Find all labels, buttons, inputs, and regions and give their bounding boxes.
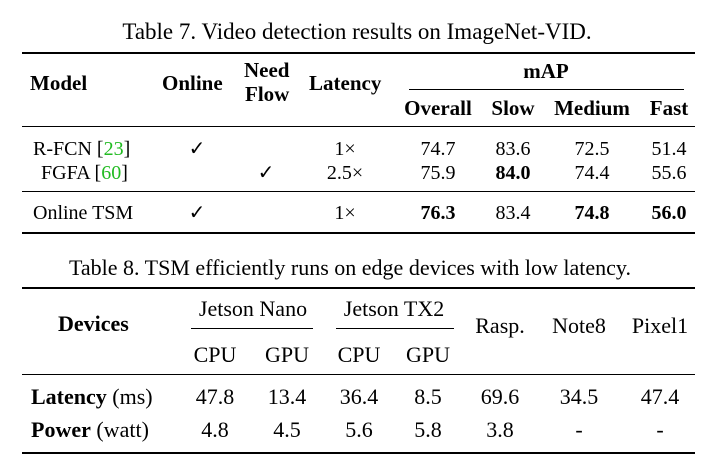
table7-row-slow: 83.6 [495, 138, 531, 160]
table8-row-label: Latency (ms) [31, 384, 153, 409]
table7-row-overall: 76.3 [420, 202, 456, 224]
table7-row-latency: 1× [334, 138, 356, 160]
table8-cell: 5.8 [414, 417, 442, 442]
table7-row-medium: 74.8 [574, 202, 610, 224]
table8-caption: Table 8. TSM efficiently runs on edge de… [69, 255, 631, 280]
table7-row-overall: 75.9 [420, 162, 456, 184]
table7-header-latency: Latency [309, 71, 382, 95]
table8-cell: 47.4 [640, 384, 680, 409]
table8-header-gpu: GPU [264, 342, 310, 367]
table8-header-gpu: GPU [405, 342, 451, 367]
table7-row-medium: 72.5 [574, 138, 610, 160]
table7-row-slow: 83.4 [495, 202, 531, 224]
table7-header-rule [22, 126, 695, 127]
table8-header-rasp: Rasp. [475, 313, 525, 338]
table7-row-online-check: ✓ [188, 202, 206, 224]
table7-header-model: Model [30, 71, 88, 95]
table7-row-fast: 56.0 [651, 202, 687, 224]
table7-row-flow-check: ✓ [257, 162, 275, 184]
table7-header-overall: Overall [404, 96, 472, 120]
table8-cell: - [575, 417, 583, 442]
citation-link[interactable]: 60 [101, 162, 122, 184]
table7-bottom-rule [22, 232, 695, 234]
table7-header-needflow-1: Need [244, 58, 290, 82]
table8-header-note8: Note8 [552, 313, 606, 338]
table8-header-jetson-nano: Jetson Nano [198, 296, 308, 321]
table7-row-fast: 55.6 [651, 162, 687, 184]
table7-row-online-check: ✓ [188, 138, 206, 160]
table7-row-model: R-FCN [23] [33, 138, 131, 160]
table7-row-model: FGFA [60] [41, 162, 128, 184]
table8-top-rule [22, 287, 695, 289]
table8-header-jetson-tx2: Jetson TX2 [343, 296, 445, 321]
table8-cell: - [656, 417, 664, 442]
table8-cell: 4.5 [273, 417, 301, 442]
table8-cell: 5.6 [345, 417, 373, 442]
table8-cell: 34.5 [559, 384, 599, 409]
table7-row-model: Online TSM [33, 202, 134, 224]
table8-bottom-rule [22, 452, 695, 454]
table7-header-online: Online [162, 71, 223, 95]
table7-row-medium: 74.4 [574, 162, 610, 184]
table8-cell: 36.4 [339, 384, 379, 409]
table7-header-map: mAP [523, 59, 569, 83]
table7-row-overall: 74.7 [420, 138, 456, 160]
table7-row-latency: 1× [334, 202, 356, 224]
table8-cell: 4.8 [201, 417, 229, 442]
table7-top-rule [22, 52, 695, 54]
citation-link[interactable]: 23 [103, 138, 124, 160]
table8-header-cpu: CPU [193, 342, 237, 367]
table8-cell: 8.5 [414, 384, 442, 409]
table8-cell: 3.8 [486, 417, 514, 442]
table7-row-slow: 84.0 [495, 162, 531, 184]
table7-header-needflow-2: Flow [245, 82, 290, 106]
table8-header-rule [22, 374, 695, 375]
table7-mid-rule [22, 191, 695, 192]
table7-row-latency: 2.5× [326, 162, 364, 184]
table8-jetson-nano-rule [191, 328, 313, 329]
table7-header-medium: Medium [554, 96, 630, 120]
table8-cell: 47.8 [195, 384, 235, 409]
table7-header-slow: Slow [491, 96, 535, 120]
table7-caption: Table 7. Video detection results on Imag… [122, 19, 592, 44]
table7-map-rule [409, 89, 684, 90]
table7-header-fast: Fast [649, 96, 689, 120]
table7-row-fast: 51.4 [651, 138, 687, 160]
table8-header-pixel1: Pixel1 [631, 313, 689, 338]
table8-cell: 13.4 [267, 384, 307, 409]
table8-header-cpu: CPU [337, 342, 381, 367]
table8-cell: 69.6 [480, 384, 520, 409]
table8-jetson-tx2-rule [336, 328, 454, 329]
table8-row-label: Power (watt) [31, 417, 149, 442]
table8-header-devices: Devices [58, 311, 129, 336]
